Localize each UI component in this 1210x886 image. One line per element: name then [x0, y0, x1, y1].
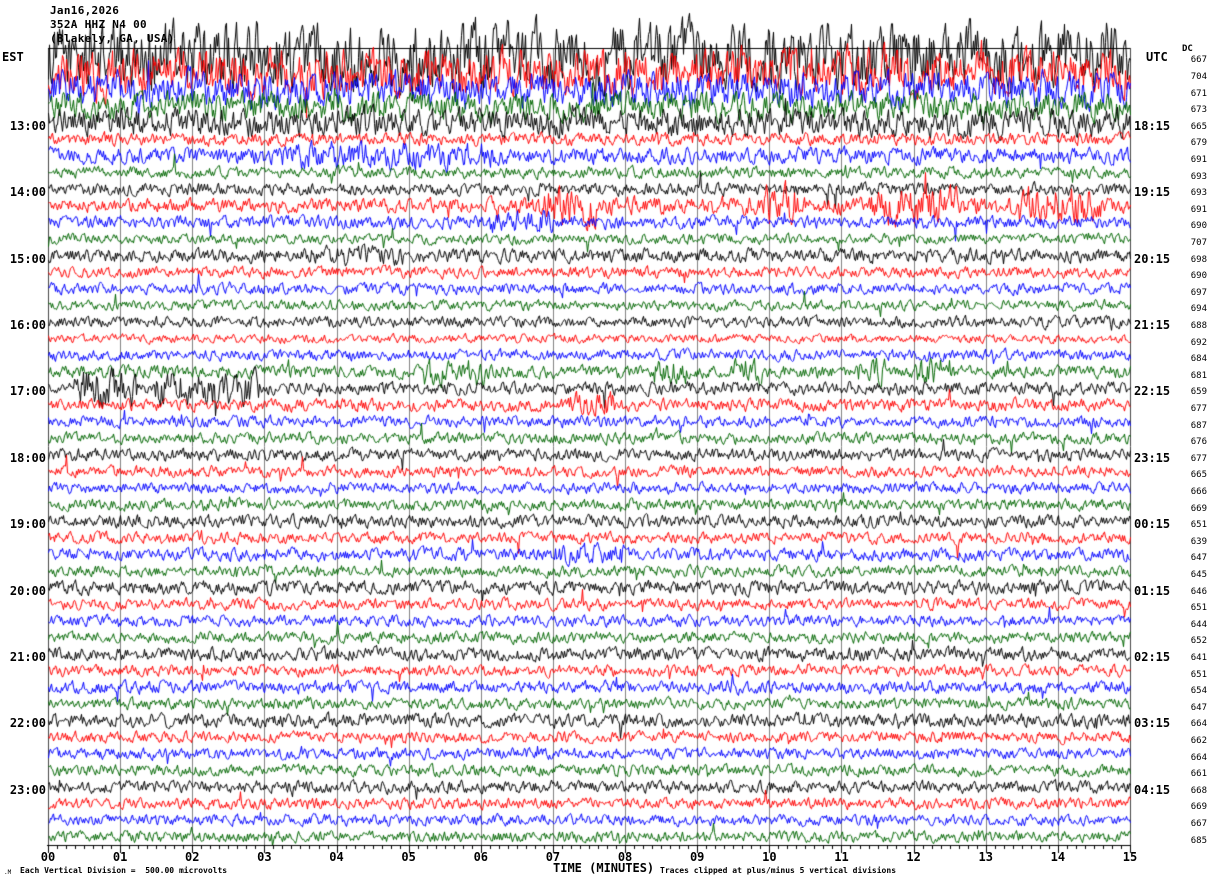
title-location: (Blakely, GA, USA)	[50, 32, 175, 45]
dc-value: 652	[1190, 636, 1207, 647]
dc-value: 647	[1190, 702, 1207, 713]
dc-value: 667	[1190, 819, 1207, 830]
title-station: 352A HHZ N4 00	[50, 18, 147, 31]
dc-value: 671	[1190, 88, 1207, 99]
dc-value: 662	[1190, 736, 1207, 747]
est-hour-label: 22:00	[9, 716, 46, 731]
dc-value: 691	[1190, 154, 1207, 165]
utc-hour-label: 02:15	[1134, 650, 1171, 665]
dc-value: 698	[1190, 254, 1207, 265]
dc-value: 691	[1190, 204, 1207, 215]
dc-value: 661	[1190, 769, 1207, 780]
est-hour-label: 21:00	[9, 650, 46, 665]
dc-value: 673	[1190, 105, 1207, 116]
dc-value: 651	[1190, 520, 1207, 531]
est-hour-label: 15:00	[9, 251, 46, 266]
x-tick-label: 02	[185, 850, 200, 864]
dc-value: 685	[1190, 835, 1207, 846]
dc-value: 679	[1190, 138, 1207, 149]
dc-value: 651	[1190, 603, 1207, 614]
dc-value: 690	[1190, 221, 1207, 232]
right-timezone-label: UTC	[1146, 50, 1168, 64]
est-hour-label: 20:00	[9, 583, 46, 598]
corner-mark: .M	[4, 869, 12, 876]
utc-hour-label: 23:15	[1134, 450, 1171, 465]
dc-value: 651	[1190, 669, 1207, 680]
utc-hour-label: 19:15	[1134, 185, 1171, 200]
utc-hour-label: 01:15	[1134, 583, 1171, 598]
x-axis-title: TIME (MINUTES)	[553, 861, 655, 875]
x-tick-label: 01	[112, 850, 128, 864]
dc-value: 677	[1190, 453, 1207, 464]
title-date: Jan16,2026	[50, 4, 120, 17]
est-hour-label: 14:00	[9, 185, 46, 200]
dc-value: 639	[1190, 536, 1207, 547]
dc-value: 654	[1190, 686, 1207, 697]
x-tick-label: 00	[40, 850, 56, 864]
x-tick-label: 04	[329, 850, 344, 864]
x-tick-label: 10	[762, 850, 777, 864]
x-tick-label: 15	[1122, 850, 1138, 864]
est-hour-label: 17:00	[9, 384, 46, 399]
utc-hour-label: 22:15	[1134, 384, 1171, 399]
dc-value: 681	[1190, 370, 1207, 381]
dc-value: 647	[1190, 553, 1207, 564]
dc-value: 707	[1190, 237, 1207, 248]
left-timezone-label: EST	[2, 50, 24, 64]
dc-value: 659	[1190, 387, 1207, 398]
utc-hour-label: 21:15	[1134, 317, 1171, 332]
x-tick-label: 12	[906, 850, 921, 864]
dc-value: 664	[1190, 752, 1207, 763]
est-hour-label: 23:00	[9, 782, 46, 797]
est-hour-label: 13:00	[9, 118, 46, 133]
dc-value: 697	[1190, 287, 1207, 298]
dc-value: 666	[1190, 487, 1207, 497]
dc-value: 665	[1190, 121, 1207, 132]
dc-value: 668	[1190, 785, 1207, 796]
dc-value: 677	[1190, 403, 1207, 414]
dc-value: 694	[1190, 304, 1207, 315]
x-tick-label: 11	[834, 850, 849, 864]
x-tick-label: 05	[401, 850, 416, 864]
utc-hour-label: 20:15	[1134, 251, 1171, 266]
dc-value: 692	[1190, 337, 1207, 348]
utc-hour-label: 18:15	[1134, 118, 1171, 133]
utc-hour-label: 03:15	[1134, 716, 1171, 731]
dc-value: 704	[1190, 71, 1207, 82]
dc-value: 693	[1190, 171, 1207, 182]
dc-value: 667	[1190, 55, 1207, 66]
dc-column-header: DC	[1182, 44, 1193, 54]
est-hour-label: 19:00	[9, 517, 46, 532]
clip-note: Traces clipped at plus/minus 5 vertical …	[660, 866, 897, 875]
utc-hour-label: 04:15	[1134, 782, 1171, 797]
dc-value: 684	[1190, 354, 1207, 365]
dc-value: 645	[1190, 570, 1207, 581]
dc-value: 641	[1190, 653, 1207, 664]
scale-note: Each Vertical Division = 500.00 microvol…	[20, 866, 228, 875]
dc-value: 687	[1190, 420, 1207, 431]
x-tick-label: 09	[689, 850, 705, 864]
est-hour-label: 18:00	[9, 450, 46, 465]
dc-value: 669	[1190, 503, 1207, 514]
x-tick-label: 06	[473, 850, 489, 864]
dc-value: 693	[1190, 188, 1207, 199]
dc-value: 669	[1190, 802, 1207, 813]
x-tick-label: 14	[1050, 850, 1066, 864]
x-tick-label: 13	[978, 850, 993, 864]
est-hour-label: 16:00	[9, 317, 46, 332]
x-tick-label: 03	[257, 850, 272, 864]
dc-value: 688	[1190, 320, 1207, 331]
dc-value: 676	[1190, 437, 1207, 448]
utc-hour-label: 00:15	[1134, 517, 1171, 532]
dc-value: 665	[1190, 470, 1207, 481]
dc-value: 644	[1190, 619, 1207, 630]
dc-value: 690	[1190, 271, 1207, 282]
dc-value: 664	[1190, 719, 1207, 730]
dc-value: 646	[1190, 586, 1207, 597]
